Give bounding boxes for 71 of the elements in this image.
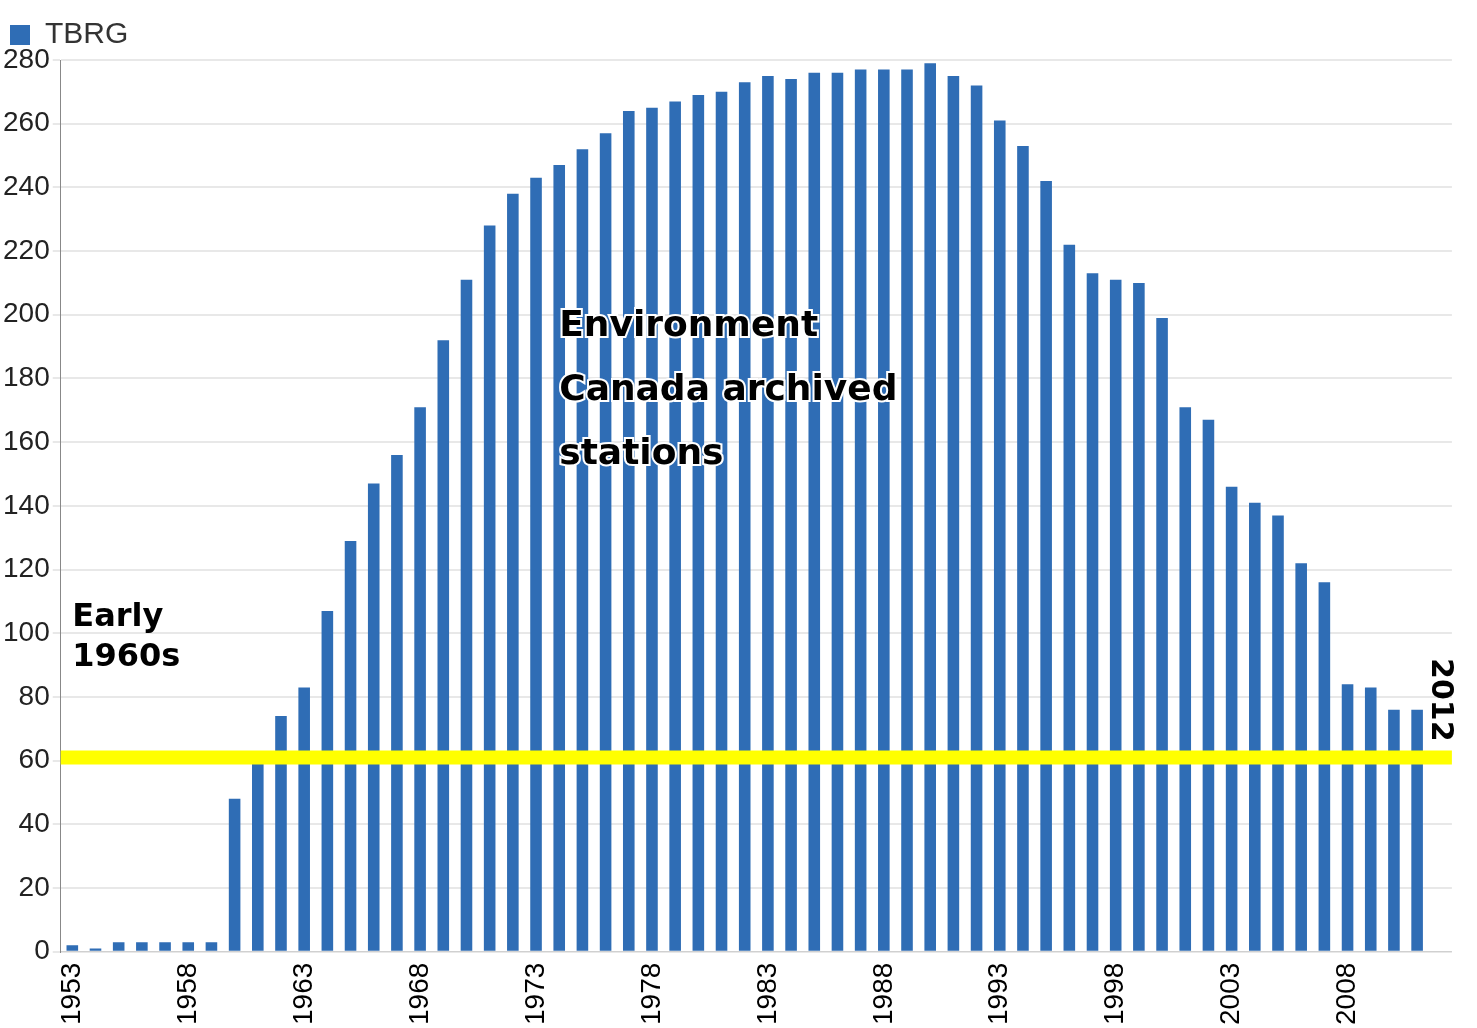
bar	[437, 340, 450, 951]
bar	[205, 942, 218, 951]
bar	[1156, 317, 1168, 951]
y-tick-label: 0	[34, 934, 50, 966]
bar	[1133, 282, 1145, 951]
bar	[344, 540, 357, 951]
x-tick-label: 2003	[1214, 962, 1246, 1026]
bar	[993, 120, 1006, 951]
bar	[1017, 145, 1029, 951]
x-tick-label: 1998	[1098, 962, 1130, 1026]
bar	[970, 85, 983, 951]
y-tick-label: 160	[3, 424, 50, 456]
y-tick-label: 20	[18, 870, 50, 902]
bar	[483, 225, 496, 951]
y-tick-label: 220	[3, 233, 50, 265]
x-tick-label: 1953	[55, 962, 87, 1026]
annotation: 2012	[1424, 658, 1460, 742]
bar	[1341, 684, 1354, 951]
bar	[159, 942, 171, 951]
y-tick-label: 200	[3, 297, 50, 329]
bar	[321, 610, 334, 951]
bar	[228, 798, 241, 951]
x-tick-label: 1958	[170, 962, 202, 1026]
bar	[507, 193, 519, 951]
x-tick-label: 1988	[866, 962, 898, 1026]
y-tick-label: 260	[3, 106, 50, 138]
y-tick-label: 140	[3, 488, 50, 520]
y-tick-label: 240	[3, 170, 50, 202]
bar	[1040, 181, 1052, 951]
bar	[1249, 502, 1261, 951]
bar	[1063, 244, 1076, 951]
bar	[947, 75, 960, 951]
annotation: Early 1960s	[72, 595, 181, 674]
bar	[1411, 709, 1423, 951]
bar	[924, 63, 936, 951]
bar	[182, 942, 195, 951]
y-tick-label: 40	[18, 807, 50, 839]
bar	[1202, 419, 1215, 951]
y-tick-label: 100	[3, 615, 50, 647]
bar	[252, 763, 264, 951]
bar	[1225, 486, 1238, 951]
bar	[1318, 582, 1331, 951]
bar	[1295, 563, 1307, 951]
bar	[112, 942, 125, 951]
x-tick-label: 1983	[750, 962, 782, 1026]
bar	[901, 69, 913, 951]
bar	[460, 279, 473, 951]
bar	[1364, 687, 1377, 951]
bar	[1179, 407, 1192, 951]
bar	[136, 942, 148, 951]
bar	[66, 945, 79, 951]
bar	[298, 687, 310, 951]
bar	[530, 177, 542, 951]
bar	[1109, 279, 1122, 951]
y-tick-label: 60	[18, 743, 50, 775]
y-tick-label: 180	[3, 361, 50, 393]
bar	[1272, 515, 1284, 951]
x-tick-label: 1993	[982, 962, 1014, 1026]
bar	[367, 483, 380, 951]
y-tick-label: 80	[18, 679, 50, 711]
bar	[1086, 273, 1099, 951]
x-tick-label: 1963	[286, 962, 318, 1026]
bar	[275, 716, 287, 951]
x-tick-label: 1973	[518, 962, 550, 1026]
x-tick-label: 2008	[1330, 962, 1362, 1026]
bar	[414, 407, 426, 951]
x-tick-label: 1978	[634, 962, 666, 1026]
x-tick-label: 1968	[402, 962, 434, 1026]
bar	[1388, 709, 1400, 951]
y-tick-label: 120	[3, 552, 50, 584]
bar	[391, 454, 403, 951]
